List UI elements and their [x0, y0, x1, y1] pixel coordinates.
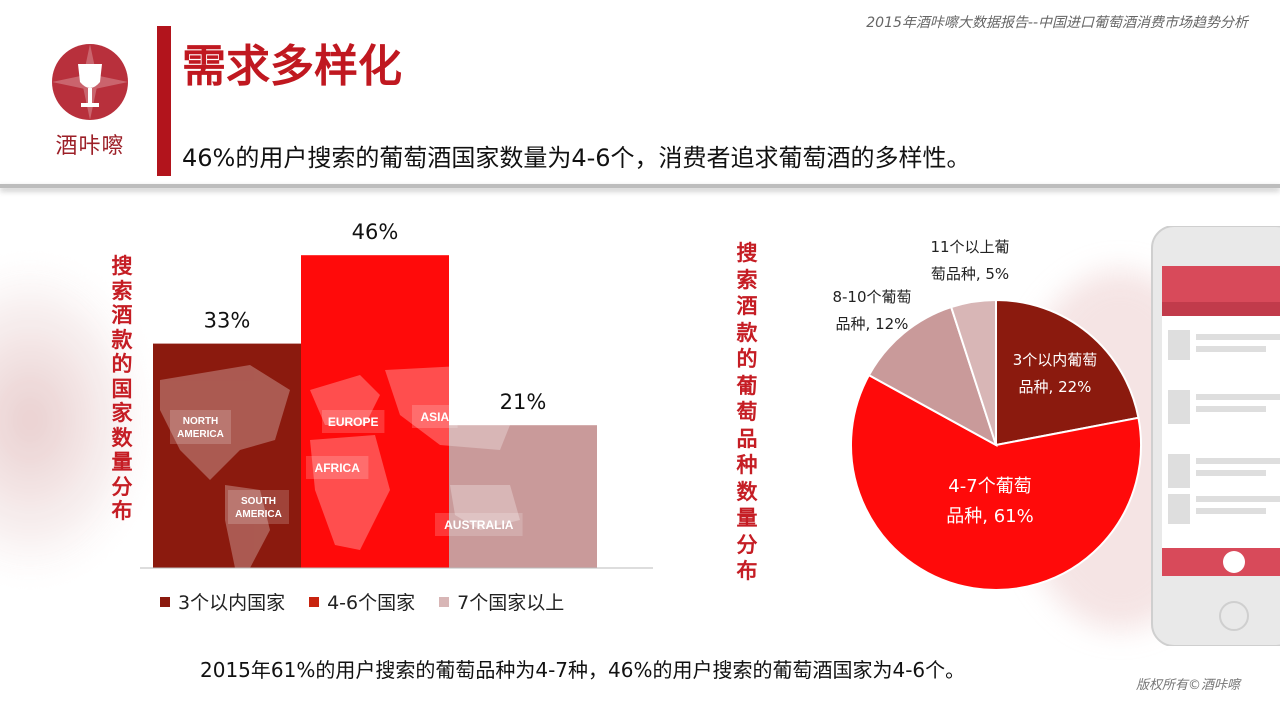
headline: 46%的用户搜索的葡萄酒国家数量为4-6个，消费者追求葡萄酒的多样性。 [182, 144, 971, 172]
pie-label-line1: 3个以内葡萄 [1013, 351, 1098, 369]
map-label: SOUTH AMERICA [228, 490, 289, 524]
legend-label: 7个国家以上 [457, 592, 565, 614]
svg-text:AUSTRALIA: AUSTRALIA [444, 518, 514, 532]
bar-chart: NORTH AMERICA SOUTH AMERICA EUROPE AFRICA ASIA… [140, 220, 653, 569]
map-continent [160, 365, 290, 480]
pie-slice-3 [867, 305, 998, 448]
bar-1 [153, 343, 301, 568]
pie-label-line2: 品种, 61% [946, 506, 1033, 527]
bar-3 [449, 425, 597, 568]
svg-text:NORTH: NORTH [183, 416, 219, 427]
svg-text:EUROPE: EUROPE [328, 415, 379, 429]
legend-swatch [309, 596, 320, 607]
report-subtitle: 2015年酒咔嚓大数据报告--中国进口葡萄酒消费市场趋势分析 [866, 15, 1248, 31]
header-divider [0, 184, 1280, 188]
svg-text:AMERICA: AMERICA [177, 429, 224, 440]
bar-value-label: 21% [500, 390, 547, 414]
map-continent [450, 485, 520, 530]
map-label: EUROPE [322, 410, 385, 433]
pie-label-line1: 11个以上葡 [930, 238, 1009, 256]
pie-chart-title: 搜索酒款的葡萄品种数量分布 [736, 241, 758, 583]
pie-label-line1: 8-10个葡萄 [832, 288, 911, 306]
legend-label: 3个以内国家 [178, 592, 286, 614]
map-continent [310, 435, 390, 550]
pie-label-line2: 品种, 12% [836, 315, 909, 333]
bar-2 [301, 255, 449, 568]
bar-chart-title: 搜索酒款的国家数量分布 [111, 254, 133, 523]
legend-swatch [160, 596, 170, 607]
wine-glass-logo-icon [52, 44, 128, 120]
pie-slice-2 [850, 373, 1142, 591]
svg-text:SOUTH: SOUTH [241, 496, 276, 507]
phone-decoration [1151, 226, 1280, 646]
svg-text:AMERICA: AMERICA [235, 509, 282, 520]
bar-value-label: 33% [204, 309, 251, 333]
logo-text: 酒咔嚓 [55, 134, 125, 159]
pie-label-line2: 萄品种, 5% [931, 265, 1009, 283]
svg-text:ASIA: ASIA [420, 410, 449, 424]
pie-slice-1 [995, 298, 1140, 447]
map-label: AUSTRALIA [435, 513, 523, 536]
title-accent-bar [157, 26, 171, 176]
footer-note: 2015年61%的用户搜索的葡萄品种为4-7种，46%的用户搜索的葡萄酒国家为4… [200, 658, 966, 682]
pie-label-line1: 4-7个葡萄 [948, 476, 1031, 497]
map-label: NORTH AMERICA [170, 410, 231, 444]
logo: 酒咔嚓 [48, 40, 132, 159]
svg-text:AFRICA: AFRICA [315, 461, 361, 475]
map-label: AFRICA [306, 456, 369, 479]
legend-item: 7个国家以上 [439, 588, 564, 615]
bar-value-label: 46% [352, 220, 399, 244]
legend-label: 4-6个国家 [327, 592, 416, 614]
bar-chart-legend: 3个以内国家 4-6个国家 7个国家以上 [160, 588, 564, 615]
page-title: 需求多样化 [182, 41, 402, 92]
legend-item: 3个以内国家 [160, 588, 285, 615]
pie-slice-4 [949, 298, 997, 446]
header-background [0, 0, 1280, 186]
map-continent [310, 375, 380, 425]
legend-swatch [439, 596, 450, 607]
pie-label-line2: 品种, 22% [1019, 378, 1092, 396]
copyright: 版权所有©酒咔嚓 [1135, 678, 1240, 693]
map-continent [385, 365, 520, 450]
map-label: ASIA [412, 405, 458, 428]
map-continent [225, 485, 270, 568]
legend-item: 4-6个国家 [309, 588, 415, 615]
